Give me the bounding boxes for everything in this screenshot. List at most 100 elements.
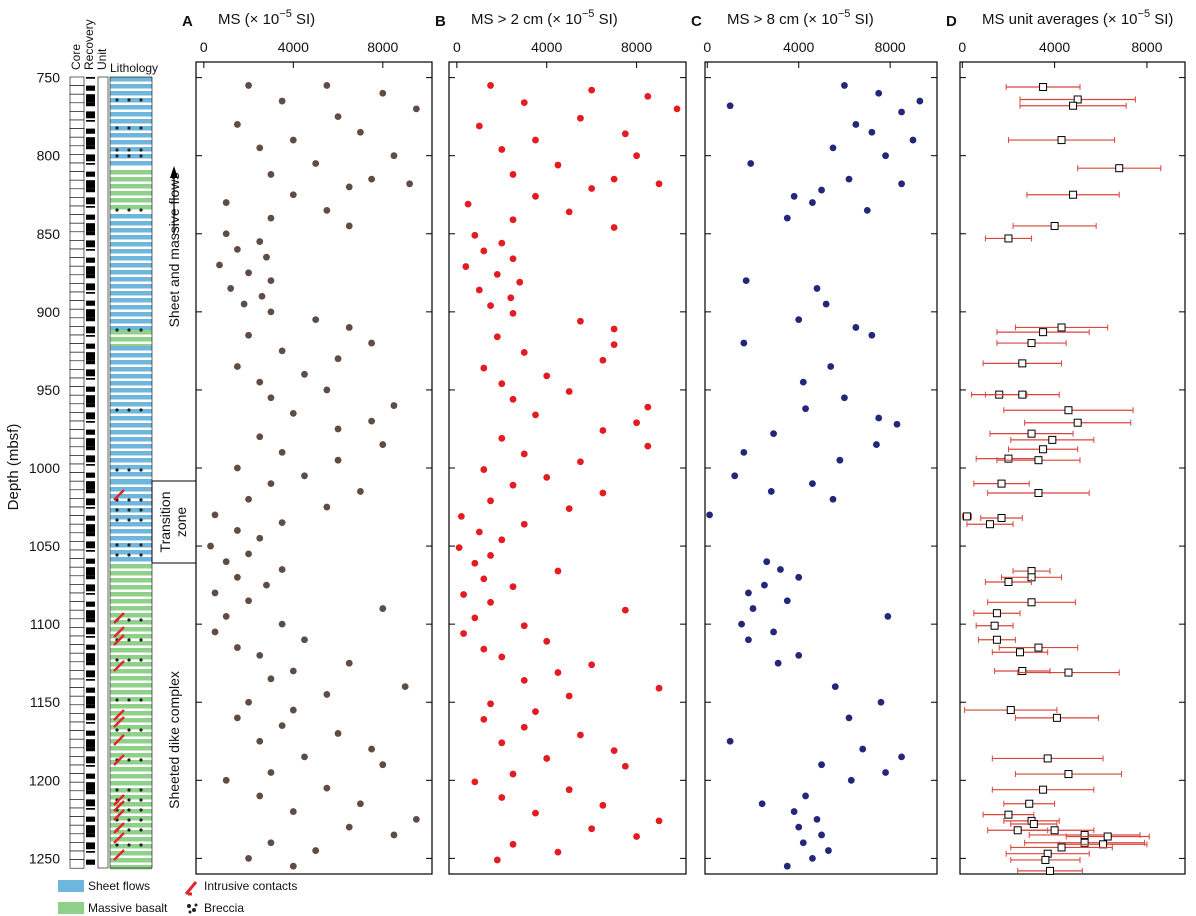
lithology-band [110, 501, 152, 506]
point [487, 598, 494, 606]
point [498, 536, 506, 544]
title-part: MS > 8 cm (× 10 [727, 11, 838, 28]
intrusive-contact [113, 809, 125, 821]
y-tick-label: 1000 [29, 460, 60, 476]
point [520, 349, 528, 356]
core-box [69, 713, 85, 723]
point [818, 831, 825, 839]
y-tick-label: 950 [37, 382, 61, 398]
lithology-band [110, 627, 152, 632]
core-box [69, 558, 85, 568]
recovery [86, 464, 95, 466]
point [245, 331, 252, 339]
point [610, 341, 618, 349]
breccia [127, 788, 131, 792]
lithology-band [110, 641, 152, 646]
panel-title: MS (× 10−5 SI) [218, 8, 315, 28]
breccia [127, 658, 131, 662]
recovery [86, 472, 95, 478]
point [610, 325, 618, 333]
lithology-band [110, 837, 152, 842]
core-box [69, 695, 85, 706]
point [509, 395, 517, 403]
core-box [69, 257, 85, 267]
lithology-band [110, 161, 152, 166]
core-box [69, 515, 85, 525]
title-part: MS unit averages (× 10 [982, 11, 1138, 28]
point [520, 723, 528, 731]
mean-marker [1069, 101, 1078, 110]
point [245, 550, 252, 558]
recovery [86, 77, 95, 79]
point [498, 794, 506, 801]
lithology-band [110, 809, 152, 814]
point [334, 355, 342, 363]
core-box [69, 145, 85, 155]
core-box [69, 369, 85, 379]
point [493, 856, 501, 864]
point [577, 317, 584, 325]
core-box [69, 128, 85, 138]
point [357, 800, 364, 808]
lithology-column [69, 76, 153, 870]
point [747, 160, 755, 167]
lithology-band [110, 564, 152, 569]
point [818, 186, 825, 194]
point [267, 308, 275, 316]
point [263, 253, 270, 261]
lithology-band [110, 263, 152, 268]
y-tick-label: 1050 [29, 538, 60, 554]
breccia [127, 828, 131, 832]
point [406, 180, 414, 188]
lithology-band [110, 256, 152, 261]
breccia [139, 154, 143, 158]
core-box [69, 489, 85, 499]
core-box [69, 317, 85, 327]
title-exponent: −5 [279, 8, 292, 20]
breccia [139, 638, 143, 642]
point [532, 809, 539, 817]
point [767, 488, 775, 495]
recovery [86, 180, 95, 189]
point [809, 199, 816, 206]
point [859, 745, 867, 753]
point [599, 489, 607, 497]
point [222, 230, 230, 238]
recovery [86, 292, 95, 294]
mean-marker [1034, 456, 1043, 465]
point [256, 534, 264, 542]
recovery [86, 507, 95, 509]
core-box [69, 472, 85, 482]
mean-marker [1069, 190, 1078, 199]
point [726, 737, 734, 745]
breccia [115, 126, 119, 130]
breccia [115, 658, 119, 662]
point [498, 146, 506, 153]
point [345, 324, 353, 331]
point [621, 762, 629, 770]
core-box [69, 687, 85, 697]
core-box [69, 721, 85, 731]
breccia [139, 758, 143, 762]
core-box [69, 420, 85, 430]
point [207, 542, 214, 550]
core-box [69, 265, 85, 276]
point [462, 263, 470, 270]
point [480, 716, 488, 723]
point [256, 651, 264, 659]
breccia [127, 98, 131, 102]
point [644, 92, 652, 100]
point [357, 128, 364, 136]
recovery [86, 421, 95, 423]
legend-label: Sheet flows [88, 879, 150, 893]
lithology-band [110, 367, 152, 372]
breccia [139, 98, 143, 102]
lithology-band [110, 437, 152, 442]
point [334, 425, 342, 433]
breccia [127, 843, 131, 847]
core-box [69, 308, 85, 319]
breccia [127, 126, 131, 130]
point [498, 239, 506, 247]
mean-marker [1048, 435, 1057, 444]
point [565, 505, 573, 512]
